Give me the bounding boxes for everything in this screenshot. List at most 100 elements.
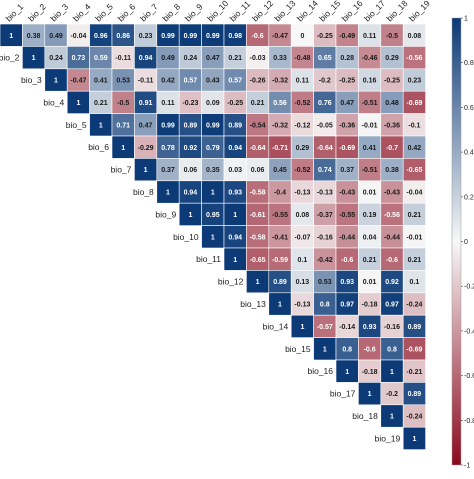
legend-tick-label: -0.2 bbox=[464, 284, 474, 291]
cell-value-label-7-18: 0.38 bbox=[385, 167, 399, 174]
cell-value-label-10-13: -0.41 bbox=[272, 234, 288, 241]
cell-value-label-10-17: 0.04 bbox=[363, 234, 377, 241]
cell-value-label-3-19: 0.23 bbox=[408, 78, 422, 85]
cell-value-label-5-8: 0.99 bbox=[161, 122, 175, 129]
cell-value-label-15-16: 0.8 bbox=[342, 346, 352, 353]
cell-value-label-8-16: -0.43 bbox=[339, 190, 355, 197]
row-label-bio-3: bio_3 bbox=[21, 75, 42, 85]
cell-value-label-3-16: -0.25 bbox=[339, 78, 355, 85]
cell-value-label-5-15: -0.05 bbox=[317, 122, 333, 129]
cell-value-label-4-5: 0.21 bbox=[94, 100, 108, 107]
cell-value-label-12-19: 0.1 bbox=[410, 279, 420, 286]
cell-value-label-8-10: 1 bbox=[211, 190, 215, 197]
cell-value-label-2-13: 0.33 bbox=[273, 55, 287, 62]
cell-value-label-6-11: 0.94 bbox=[228, 145, 242, 152]
cell-value-label-8-14: -0.13 bbox=[294, 190, 310, 197]
cell-value-label-11-18: -0.6 bbox=[386, 257, 398, 264]
column-label-bio-5: bio_5 bbox=[93, 1, 115, 23]
cell-value-label-3-5: 0.41 bbox=[94, 78, 108, 85]
cell-value-label-11-12: -0.65 bbox=[250, 257, 266, 264]
cell-value-label-9-16: -0.55 bbox=[339, 212, 355, 219]
cell-value-label-16-16: 1 bbox=[345, 369, 349, 376]
heatmap-cells: 1 0.38 0.49 -0.04 0.96 0.86 0.23 0.99 0.99 0.99 0.… bbox=[0, 23, 426, 450]
cell-value-label-19-19: 1 bbox=[412, 436, 416, 443]
cell-value-label-4-16: 0.47 bbox=[340, 100, 354, 107]
cell-value-label-12-12: 1 bbox=[256, 279, 260, 286]
cell-value-label-10-15: -0.16 bbox=[317, 234, 333, 241]
cell-value-label-4-15: 0.76 bbox=[318, 100, 332, 107]
cell-value-label-1-2: 0.38 bbox=[27, 33, 41, 40]
cell-value-label-13-13: 1 bbox=[278, 302, 282, 309]
cell-value-label-13-15: 0.8 bbox=[320, 302, 330, 309]
cell-value-label-11-19: 0.21 bbox=[408, 257, 422, 264]
cell-value-label-5-10: 0.99 bbox=[206, 122, 220, 129]
cell-value-label-14-16: -0.14 bbox=[339, 324, 355, 331]
cell-value-label-6-13: -0.71 bbox=[272, 145, 288, 152]
row-label-bio-15: bio_15 bbox=[285, 344, 311, 354]
cell-value-label-8-8: 1 bbox=[166, 190, 170, 197]
column-label-bio-8: bio_8 bbox=[160, 1, 182, 23]
column-label-bio-9: bio_9 bbox=[183, 1, 205, 23]
cell-value-label-11-11: 1 bbox=[233, 257, 237, 264]
cell-value-label-1-1: 1 bbox=[9, 33, 13, 40]
row-label-bio-16: bio_16 bbox=[307, 366, 333, 376]
cell-value-label-5-18: -0.36 bbox=[384, 122, 400, 129]
cell-value-label-6-16: -0.69 bbox=[339, 145, 355, 152]
cell-value-label-1-9: 0.99 bbox=[184, 33, 198, 40]
cell-value-label-12-17: 0.01 bbox=[363, 279, 377, 286]
cell-value-label-9-12: -0.61 bbox=[250, 212, 266, 219]
cell-value-label-3-12: -0.26 bbox=[250, 78, 266, 85]
cell-value-label-6-7: -0.29 bbox=[138, 145, 154, 152]
cell-value-label-10-16: -0.44 bbox=[339, 234, 355, 241]
cell-value-label-6-12: -0.64 bbox=[250, 145, 266, 152]
column-label-bio-10: bio_10 bbox=[205, 0, 230, 23]
cell-value-label-13-19: -0.24 bbox=[406, 302, 422, 309]
cell-value-label-7-16: 0.37 bbox=[340, 167, 354, 174]
row-label-bio-8: bio_8 bbox=[133, 187, 154, 197]
row-label-bio-10: bio_10 bbox=[173, 232, 199, 242]
cell-value-label-2-5: 0.59 bbox=[94, 55, 108, 62]
cell-value-label-1-10: 0.99 bbox=[206, 33, 220, 40]
legend-tick-label: -0.8 bbox=[464, 418, 474, 425]
cell-value-label-2-7: 0.94 bbox=[139, 55, 153, 62]
column-label-bio-16: bio_16 bbox=[340, 0, 365, 23]
row-label-bio-17: bio_17 bbox=[330, 389, 356, 399]
cell-value-label-7-9: 0.06 bbox=[184, 167, 198, 174]
cell-value-label-11-14: 0.1 bbox=[298, 257, 308, 264]
column-label-bio-19: bio_19 bbox=[407, 0, 432, 23]
cell-value-label-5-5: 1 bbox=[99, 122, 103, 129]
row-label-bio-11: bio_11 bbox=[196, 254, 221, 264]
column-label-bio-14: bio_14 bbox=[295, 0, 320, 23]
cell-value-label-2-12: -0.03 bbox=[250, 55, 266, 62]
cell-value-label-11-15: -0.42 bbox=[317, 257, 333, 264]
cell-value-label-5-9: 0.89 bbox=[184, 122, 198, 129]
cell-value-label-7-7: 1 bbox=[144, 167, 148, 174]
cell-value-label-7-10: 0.35 bbox=[206, 167, 220, 174]
cell-value-label-4-7: 0.91 bbox=[139, 100, 153, 107]
cell-value-label-8-18: -0.43 bbox=[384, 190, 400, 197]
legend-color-bar bbox=[451, 17, 462, 466]
cell-value-label-5-6: 0.71 bbox=[116, 122, 130, 129]
cell-value-label-2-6: -0.11 bbox=[115, 55, 131, 62]
cell-value-label-3-6: 0.53 bbox=[116, 78, 130, 85]
cell-value-label-18-18: 1 bbox=[390, 414, 394, 421]
cell-value-label-3-10: 0.43 bbox=[206, 78, 220, 85]
legend-tick-label: 0.8 bbox=[464, 60, 474, 67]
cell-value-label-14-15: -0.57 bbox=[317, 324, 333, 331]
cell-value-label-10-19: -0.01 bbox=[406, 234, 422, 241]
cell-value-label-2-11: 0.21 bbox=[228, 55, 242, 62]
cell-value-label-12-14: 0.13 bbox=[296, 279, 310, 286]
cell-value-label-4-12: 0.21 bbox=[251, 100, 265, 107]
cell-value-label-2-15: 0.65 bbox=[318, 55, 332, 62]
cell-value-label-10-18: -0.44 bbox=[384, 234, 400, 241]
cell-value-label-1-6: 0.86 bbox=[116, 33, 130, 40]
cell-value-label-1-5: 0.96 bbox=[94, 33, 108, 40]
cell-value-label-13-14: -0.13 bbox=[294, 302, 310, 309]
cell-value-label-6-6: 1 bbox=[121, 145, 125, 152]
cell-value-label-8-11: 0.93 bbox=[228, 190, 242, 197]
cell-value-label-1-13: -0.47 bbox=[272, 33, 288, 40]
cell-value-label-3-3: 1 bbox=[54, 78, 58, 85]
cell-value-label-5-14: -0.12 bbox=[294, 122, 310, 129]
cell-value-label-2-2: 1 bbox=[32, 55, 36, 62]
